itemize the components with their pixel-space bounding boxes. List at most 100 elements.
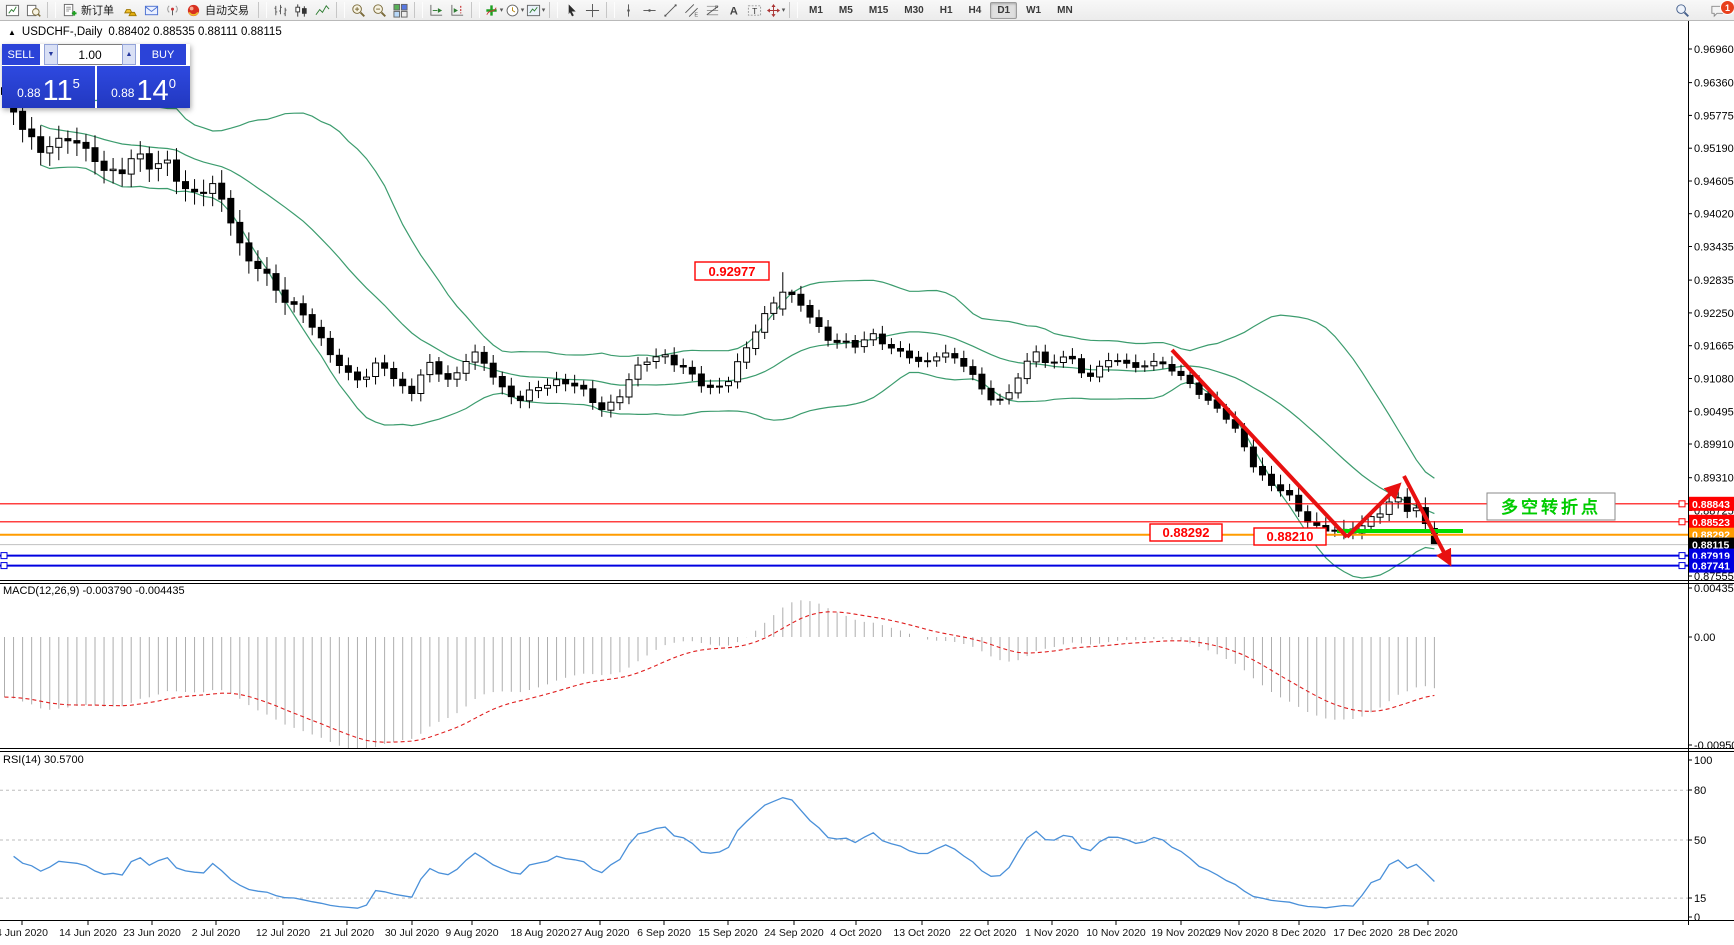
trade-price-row: 0.88 11 5 0.88 14 0 xyxy=(2,66,190,108)
chevron-down-icon: ▾ xyxy=(541,7,546,14)
horizontal-line-0.88523[interactable] xyxy=(0,518,1688,526)
svg-text:27 Aug 2020: 27 Aug 2020 xyxy=(571,927,630,939)
timeframe-h1-button[interactable]: H1 xyxy=(939,4,953,16)
annotations-layer: 0.92977 0.88292 0.88210 多空转折点 xyxy=(694,261,1616,567)
rsi-line xyxy=(13,797,1435,909)
timeframe-mn-button[interactable]: MN xyxy=(1057,4,1073,16)
horizontal-line-0.87919[interactable] xyxy=(0,552,1688,560)
toolbar-separator xyxy=(471,2,480,18)
symbol-quick-info[interactable]: ▲ USDCHF-,Daily 0.88402 0.88535 0.88111 … xyxy=(8,26,282,38)
indicators-button[interactable]: ▾ xyxy=(483,1,504,19)
new-order-button-label[interactable]: 新订单 xyxy=(81,5,114,17)
price-callout-0.88210[interactable]: 0.88210 xyxy=(1253,527,1327,546)
fibonacci-tool-button[interactable]: F xyxy=(702,1,723,19)
templates-button[interactable]: ▾ xyxy=(525,1,546,19)
timeframe-m30-button[interactable]: M30 xyxy=(904,4,924,16)
line-chart-type-button[interactable] xyxy=(312,1,333,19)
trend-arrow-2[interactable] xyxy=(1345,482,1402,539)
symbol-period-label: USDCHF-,Daily xyxy=(21,26,103,38)
candlestick-type-button[interactable] xyxy=(291,1,312,19)
svg-text:4 Jun 2020: 4 Jun 2020 xyxy=(0,927,48,939)
zoom-in-button[interactable] xyxy=(348,1,369,19)
timeframe-m5-button[interactable]: M5 xyxy=(838,4,853,16)
periods-button[interactable]: ▾ xyxy=(504,1,525,19)
svg-text:21 Jul 2020: 21 Jul 2020 xyxy=(320,927,374,939)
svg-text:0.90495: 0.90495 xyxy=(1694,406,1734,418)
timeframe-d1-button[interactable]: D1 xyxy=(990,1,1018,19)
svg-text:0: 0 xyxy=(1694,912,1700,924)
quick-info-expand-icon[interactable]: ▲ xyxy=(8,27,16,37)
chart-plot-area[interactable] xyxy=(0,20,1688,580)
new-order-button[interactable] xyxy=(59,1,80,19)
svg-text:0.00: 0.00 xyxy=(1694,632,1715,644)
buy-price-display[interactable]: 0.88 14 0 xyxy=(97,66,190,108)
auto-trading-button[interactable] xyxy=(183,1,204,19)
timeframe-m15-button[interactable]: M15 xyxy=(868,4,889,16)
horizontal-line-0.88843[interactable] xyxy=(0,500,1688,508)
svg-text:29 Nov 2020: 29 Nov 2020 xyxy=(1209,927,1269,939)
rsi-axis[interactable]: 100 80 50 15 0 xyxy=(1688,755,1712,924)
svg-text:8 Dec 2020: 8 Dec 2020 xyxy=(1272,927,1326,939)
vertical-line-tool-button[interactable] xyxy=(618,1,639,19)
price-axis[interactable]: 0.96960 0.96360 0.95775 0.95190 0.94605 0.940… xyxy=(1688,44,1734,583)
auto-trading-button-label[interactable]: 自动交易 xyxy=(205,5,249,17)
notification-badge: 1 xyxy=(1720,0,1734,15)
horizontal-line-tool-button[interactable] xyxy=(639,1,660,19)
chat-icon[interactable]: 1 xyxy=(1707,0,1734,19)
timeframe-m1-button[interactable]: M1 xyxy=(809,4,823,16)
chart-shift-button[interactable] xyxy=(447,1,468,19)
arrows-tool-button[interactable]: ▾ xyxy=(765,1,786,19)
note-box[interactable]: 多空转折点 xyxy=(1486,492,1616,521)
svg-text:0.88210: 0.88210 xyxy=(1267,529,1314,544)
buy-button[interactable]: BUY xyxy=(140,44,186,65)
svg-text:10 Nov 2020: 10 Nov 2020 xyxy=(1086,927,1146,939)
chevron-down-icon: ▾ xyxy=(781,7,786,14)
trend-arrow-1[interactable] xyxy=(1170,348,1349,539)
sell-price-base: 0.88 xyxy=(17,86,41,100)
channel-tool-button[interactable]: E xyxy=(681,1,702,19)
timeframe-w1-button[interactable]: W1 xyxy=(1026,4,1042,16)
text-tool-button[interactable]: A xyxy=(723,1,744,19)
svg-text:0.94605: 0.94605 xyxy=(1694,176,1734,188)
tile-windows-button[interactable] xyxy=(390,1,411,19)
gold-symbols-button[interactable] xyxy=(120,1,141,19)
date-axis[interactable]: 4 Jun 2020 14 Jun 2020 23 Jun 2020 2 Jul 20… xyxy=(0,921,1458,939)
volume-increase-button[interactable]: ▲ xyxy=(122,44,136,65)
svg-text:0.94020: 0.94020 xyxy=(1694,209,1734,221)
signals-button[interactable] xyxy=(162,1,183,19)
sell-price-display[interactable]: 0.88 11 5 xyxy=(2,66,95,108)
svg-text:F: F xyxy=(715,5,719,11)
buy-price-pips: 14 xyxy=(136,75,169,107)
up-arrow-icon: ▲ xyxy=(125,51,133,58)
svg-text:-0.009504: -0.009504 xyxy=(1694,740,1734,752)
cursor-tool-button[interactable] xyxy=(561,1,582,19)
volume-decrease-button[interactable]: ▼ xyxy=(44,44,58,65)
crosshair-tool-button[interactable] xyxy=(582,1,603,19)
svg-text:50: 50 xyxy=(1694,835,1706,847)
volume-input[interactable] xyxy=(58,44,122,65)
svg-text:19 Nov 2020: 19 Nov 2020 xyxy=(1151,927,1211,939)
price-callout-0.88292[interactable]: 0.88292 xyxy=(1149,523,1223,542)
price-callout-0.92977[interactable]: 0.92977 xyxy=(694,261,770,281)
axis-label-0.88843: 0.88843 xyxy=(1689,496,1734,511)
sell-button[interactable]: SELL xyxy=(2,44,40,65)
trendline-tool-button[interactable] xyxy=(660,1,681,19)
horizontal-line-0.87741[interactable] xyxy=(0,562,1688,570)
new-chart-button[interactable] xyxy=(2,1,23,19)
svg-text:15: 15 xyxy=(1694,893,1706,905)
label-tool-button[interactable]: T xyxy=(744,1,765,19)
panel-frames xyxy=(0,20,1734,925)
timeframe-h4-button[interactable]: H4 xyxy=(968,4,982,16)
trend-arrow-3[interactable] xyxy=(1402,475,1452,567)
zoom-out-button[interactable] xyxy=(369,1,390,19)
svg-text:28 Dec 2020: 28 Dec 2020 xyxy=(1398,927,1458,939)
bar-chart-type-button[interactable] xyxy=(270,1,291,19)
search-icon[interactable] xyxy=(1672,1,1693,19)
chart-profiles-button[interactable] xyxy=(23,1,44,19)
ohlc-values: 0.88402 0.88535 0.88111 0.88115 xyxy=(108,26,282,38)
macd-axis[interactable]: 0.004351 0.00 -0.009504 xyxy=(1688,583,1734,752)
sell-price-pips: 11 xyxy=(42,75,73,107)
mailbox-button[interactable] xyxy=(141,1,162,19)
auto-scroll-button[interactable] xyxy=(426,1,447,19)
svg-text:6 Sep 2020: 6 Sep 2020 xyxy=(637,927,691,939)
